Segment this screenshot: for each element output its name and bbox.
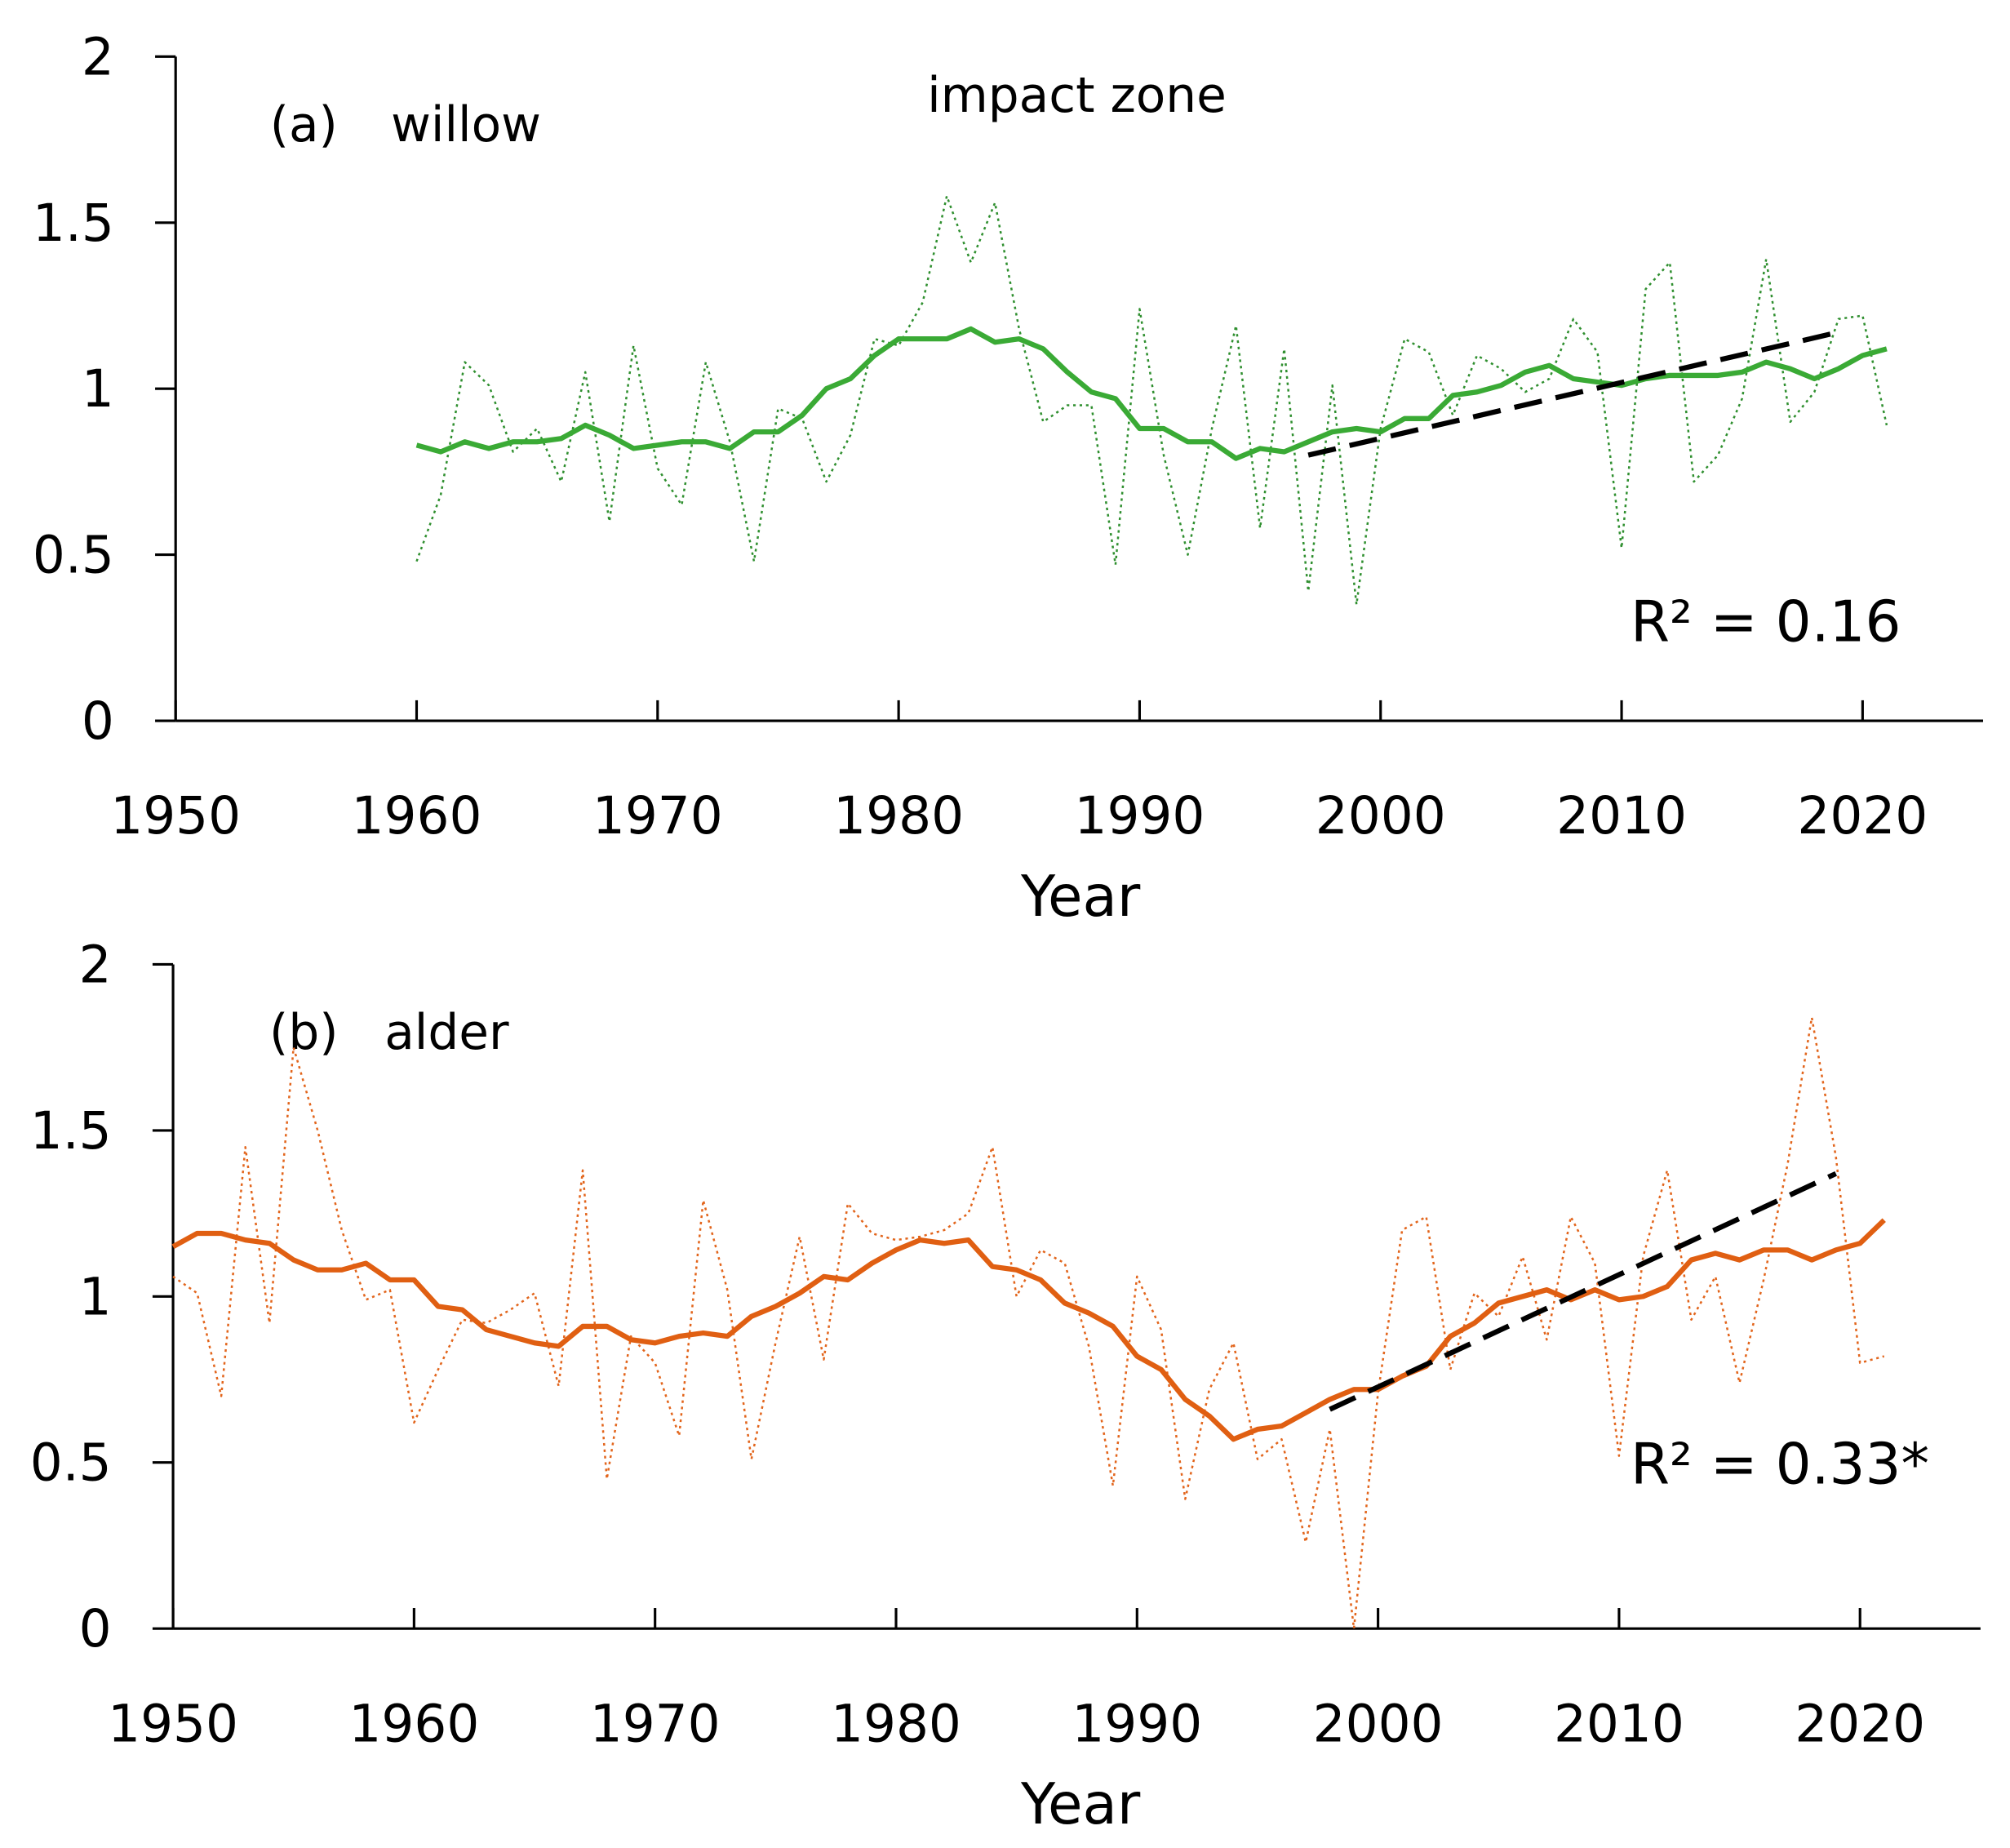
solid-line: [171, 1218, 1886, 1442]
x-tick-label: 1950: [108, 1694, 238, 1753]
x-tick-label: 1970: [592, 786, 723, 846]
x-tick-label: 2000: [1313, 1694, 1444, 1753]
r2-annotation: R² = 0.33*: [1631, 1433, 1929, 1498]
x-tick-label: 2020: [1795, 1694, 1925, 1753]
r2-annotation: R² = 0.16: [1631, 590, 1901, 655]
y-tick-label: 0.5: [33, 526, 114, 585]
y-tick-label: 0: [79, 1599, 112, 1659]
y-tick-label: 2: [82, 27, 114, 87]
dashed-line: [1307, 329, 1839, 458]
x-tick-label: 1970: [590, 1694, 721, 1753]
x-tick-label: 2000: [1316, 786, 1446, 846]
y-tick-label: 0: [82, 691, 114, 751]
x-tick-label: 1980: [833, 786, 964, 846]
x-tick-label: 1980: [831, 1694, 961, 1753]
dotted-line: [172, 1016, 1885, 1630]
panel-title: impact zone: [927, 68, 1227, 124]
dashed-line: [1329, 1171, 1838, 1412]
panel-label: (a): [270, 97, 338, 153]
species-label: alder: [384, 1005, 509, 1061]
x-tick-label: 1990: [1074, 786, 1205, 846]
x-axis-label: Year: [1020, 864, 1141, 930]
y-tick-label: 2: [79, 935, 112, 994]
x-tick-label: 1950: [110, 786, 241, 846]
x-tick-label: 2010: [1556, 786, 1687, 846]
y-tick-label: 0.5: [30, 1433, 112, 1493]
y-tick-label: 1.5: [33, 193, 114, 253]
solid-line: [415, 326, 1888, 461]
x-tick-label: 1990: [1072, 1694, 1202, 1753]
y-tick-label: 1.5: [30, 1101, 112, 1161]
x-tick-label: 2020: [1797, 786, 1928, 846]
x-tick-label: 1960: [352, 786, 482, 846]
y-tick-label: 1: [82, 359, 114, 419]
dotted-line: [415, 194, 1888, 606]
x-tick-label: 1960: [348, 1694, 479, 1753]
x-tick-label: 2010: [1554, 1694, 1684, 1753]
y-tick-label: 1: [79, 1267, 112, 1326]
species-label: willow: [391, 97, 541, 153]
x-axis-label: Year: [1020, 1772, 1141, 1837]
panel-label: (b): [269, 1005, 338, 1061]
